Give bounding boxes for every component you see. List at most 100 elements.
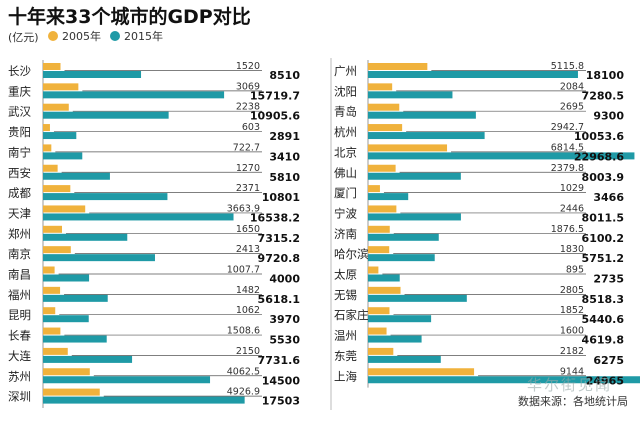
value-label-2015: 5810 — [269, 171, 300, 184]
value-label-2015: 7731.6 — [258, 354, 301, 367]
city-label: 上海 — [334, 369, 357, 383]
value-label-2005: 2371 — [236, 183, 260, 194]
city-label: 大连 — [8, 349, 31, 363]
bar-2005 — [43, 144, 52, 152]
city-label: 南昌 — [8, 268, 31, 282]
city-label: 武汉 — [8, 105, 31, 119]
value-label-2005: 5115.8 — [551, 61, 584, 72]
value-label-2005: 3069 — [236, 81, 260, 92]
city-label: 南宁 — [8, 145, 31, 159]
city-label: 广州 — [334, 64, 357, 78]
unit-label: (亿元) — [8, 31, 39, 44]
value-label-2015: 4619.8 — [582, 334, 624, 347]
value-label-2015: 14500 — [262, 374, 301, 387]
city-label: 宁波 — [334, 206, 357, 220]
value-label-2015: 7315.2 — [258, 232, 300, 245]
value-label-2015: 18100 — [586, 69, 625, 82]
bar-2015 — [368, 111, 476, 119]
value-label-2015: 4000 — [269, 273, 300, 286]
bar-2005 — [43, 63, 61, 70]
bar-2005 — [43, 225, 63, 233]
value-label-2005: 2413 — [236, 244, 260, 255]
value-label-2005: 1852 — [560, 305, 584, 316]
bar-2015 — [368, 91, 453, 99]
bar-2015 — [368, 132, 485, 140]
value-label-2005: 1876.5 — [551, 224, 584, 235]
bar-2005 — [368, 266, 379, 274]
bar-2005 — [368, 225, 390, 233]
city-label: 杭州 — [334, 125, 357, 139]
city-label: 哈尔滨 — [334, 247, 369, 261]
bar-2015 — [368, 315, 432, 323]
city-label: 无锡 — [334, 288, 357, 302]
city-label: 东莞 — [334, 349, 357, 363]
city-label: 沈阳 — [334, 84, 357, 98]
value-label-2015: 6100.2 — [582, 232, 624, 245]
value-label-2005: 2084 — [560, 81, 584, 92]
value-label-2005: 3663.9 — [227, 203, 260, 214]
value-label-2005: 895 — [566, 265, 584, 276]
value-label-2005: 2446 — [560, 203, 584, 214]
bar-2015 — [368, 71, 578, 78]
value-label-2005: 1270 — [236, 163, 260, 174]
value-label-2015: 2735 — [593, 273, 624, 286]
value-label-2005: 4926.9 — [227, 387, 260, 398]
watermark-text: 华尔街见闻 — [526, 376, 612, 394]
value-label-2015: 15719.7 — [250, 89, 300, 102]
bar-2005 — [43, 164, 58, 172]
value-label-2015: 7280.5 — [582, 89, 624, 102]
city-label: 青岛 — [334, 105, 357, 119]
bar-2015 — [368, 172, 461, 180]
value-label-2005: 1482 — [236, 285, 260, 296]
bar-2005 — [43, 347, 68, 355]
city-label: 郑州 — [8, 227, 31, 241]
value-label-2005: 722.7 — [233, 142, 260, 153]
bar-2005 — [43, 307, 56, 315]
bar-2005 — [368, 164, 396, 172]
value-label-2005: 1600 — [560, 326, 584, 337]
value-label-2005: 603 — [242, 122, 260, 133]
bar-2005 — [368, 144, 448, 152]
bar-2015 — [368, 274, 400, 282]
city-label: 济南 — [334, 227, 357, 241]
bar-2005 — [43, 103, 69, 111]
bar-2015 — [368, 193, 409, 201]
value-label-2005: 2182 — [560, 346, 584, 357]
city-label: 重庆 — [8, 84, 31, 98]
value-label-2015: 6275 — [593, 354, 624, 367]
bar-2015 — [368, 213, 461, 221]
bar-2015 — [43, 111, 169, 119]
city-label: 北京 — [334, 145, 357, 159]
value-label-2015: 3970 — [269, 313, 300, 326]
bar-2015 — [368, 335, 422, 343]
city-label: 成都 — [8, 186, 31, 200]
city-label: 天津 — [8, 206, 31, 220]
city-label: 太原 — [334, 268, 357, 282]
city-label: 长春 — [8, 329, 31, 343]
value-label-2005: 2150 — [236, 346, 260, 357]
city-label: 贵阳 — [8, 125, 31, 139]
value-label-2005: 1520 — [236, 61, 260, 72]
city-label: 长沙 — [8, 64, 31, 78]
bar-2015 — [43, 71, 142, 78]
bar-2015 — [368, 254, 435, 262]
value-label-2005: 1650 — [236, 224, 260, 235]
bar-2015 — [43, 233, 128, 241]
bar-2005 — [368, 63, 428, 70]
value-label-2015: 5440.6 — [582, 313, 625, 326]
bar-2005 — [368, 124, 403, 132]
value-label-2015: 8003.9 — [582, 171, 624, 184]
bar-2005 — [43, 388, 100, 396]
value-label-2015: 5751.2 — [582, 252, 624, 265]
legend-swatch-2015 — [110, 31, 120, 41]
value-label-2015: 16538.2 — [250, 211, 300, 224]
value-label-2015: 8518.3 — [582, 293, 624, 306]
city-label: 厦门 — [334, 186, 357, 200]
bar-2015 — [43, 294, 108, 302]
bar-2015 — [43, 376, 211, 384]
value-label-2015: 3410 — [269, 150, 300, 163]
bar-2015 — [43, 396, 245, 404]
bar-2005 — [43, 205, 86, 213]
city-label: 南京 — [8, 247, 31, 261]
